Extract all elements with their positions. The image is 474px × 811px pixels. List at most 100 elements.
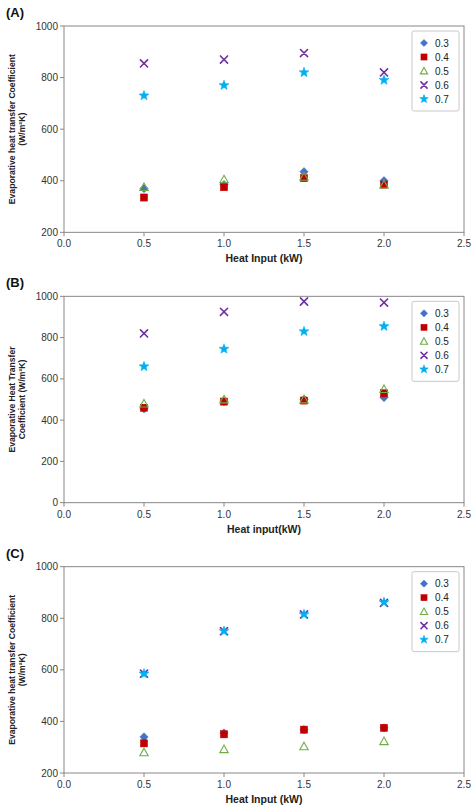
legend-key bbox=[420, 39, 427, 46]
x-tick-label: 0.0 bbox=[57, 509, 71, 520]
point bbox=[299, 67, 309, 77]
x-tick bbox=[144, 232, 145, 236]
point bbox=[380, 724, 387, 731]
point bbox=[220, 731, 227, 738]
y-tick-label: 800 bbox=[41, 72, 58, 83]
y-tick bbox=[60, 502, 64, 503]
point bbox=[140, 330, 147, 337]
y-tick bbox=[60, 296, 64, 297]
legend-key bbox=[421, 82, 427, 88]
series bbox=[140, 390, 387, 412]
series bbox=[140, 599, 387, 677]
point bbox=[300, 725, 308, 733]
x-axis-label: Heat Input (kW) bbox=[226, 793, 303, 805]
x-tick-label: 2.0 bbox=[377, 779, 391, 790]
x-tick bbox=[304, 503, 305, 507]
point bbox=[219, 626, 229, 635]
series bbox=[140, 50, 387, 76]
series bbox=[140, 173, 388, 191]
point bbox=[300, 395, 308, 403]
x-tick bbox=[304, 232, 305, 236]
point bbox=[140, 404, 147, 411]
legend-label: 0.7 bbox=[435, 364, 449, 375]
x-tick-label: 2.0 bbox=[377, 238, 391, 249]
panel-label: (B) bbox=[6, 275, 24, 290]
x-tick-label: 1.0 bbox=[217, 779, 231, 790]
legend-key bbox=[421, 352, 427, 358]
point bbox=[140, 740, 147, 747]
point bbox=[380, 737, 388, 745]
point bbox=[220, 56, 227, 63]
legend-label: 0.5 bbox=[435, 66, 449, 77]
y-axis-label-line: Coefficient (W/m²K) bbox=[17, 360, 27, 440]
y-tick bbox=[60, 129, 64, 130]
point bbox=[380, 390, 387, 397]
legend-key bbox=[420, 580, 427, 587]
series bbox=[140, 724, 388, 741]
y-tick bbox=[60, 773, 64, 774]
legend-label: 0.3 bbox=[435, 38, 449, 49]
x-tick bbox=[304, 773, 305, 777]
plot-area bbox=[64, 26, 464, 232]
point bbox=[140, 399, 148, 407]
figure: 0.00.51.01.52.02.52004006008001000Heat I… bbox=[0, 0, 474, 811]
y-tick bbox=[60, 232, 64, 233]
x-tick bbox=[224, 773, 225, 777]
legend-key bbox=[421, 623, 427, 629]
y-tick-label: 400 bbox=[41, 716, 58, 727]
legend-label: 0.5 bbox=[435, 606, 449, 617]
point bbox=[219, 80, 229, 90]
point bbox=[139, 668, 149, 678]
x-tick bbox=[64, 773, 65, 777]
y-tick bbox=[60, 378, 64, 379]
legend-label: 0.6 bbox=[435, 620, 449, 631]
legend-key bbox=[421, 595, 427, 601]
y-axis-label-line: (W/m²K) bbox=[17, 653, 27, 686]
y-tick-label: 1000 bbox=[36, 561, 59, 572]
x-tick-label: 0.5 bbox=[137, 238, 151, 249]
legend-box bbox=[412, 301, 459, 381]
plot-area bbox=[64, 296, 464, 502]
y-tick-label: 400 bbox=[41, 175, 58, 186]
x-tick-label: 2.0 bbox=[377, 509, 391, 520]
point bbox=[300, 395, 308, 403]
panel-label: (A) bbox=[6, 5, 24, 20]
plot-frame bbox=[64, 567, 464, 773]
series bbox=[140, 175, 387, 201]
y-axis-label: Evaporative heat transfer Coefficient(W/… bbox=[7, 595, 28, 745]
y-tick-label: 200 bbox=[41, 456, 58, 467]
panel: 0.00.51.01.52.02.52004006008001000Heat I… bbox=[6, 5, 471, 264]
point bbox=[220, 184, 227, 191]
y-axis-label: Evaporative Heat TransferCoefficient (W/… bbox=[7, 346, 28, 453]
y-tick-label: 200 bbox=[41, 227, 58, 238]
legend-label: 0.3 bbox=[435, 308, 449, 319]
y-tick bbox=[60, 26, 64, 27]
point bbox=[300, 298, 307, 305]
x-tick-label: 2.5 bbox=[457, 779, 471, 790]
x-axis-label: Heat input(kW) bbox=[227, 523, 301, 535]
y-axis-label-line: Evaporative heat transfer Coefficient bbox=[7, 595, 17, 745]
y-tick bbox=[60, 566, 64, 567]
panel-label: (C) bbox=[6, 546, 24, 561]
series bbox=[140, 298, 387, 337]
legend-label: 0.5 bbox=[435, 336, 449, 347]
legend-key bbox=[420, 338, 427, 344]
point bbox=[220, 729, 228, 737]
point bbox=[299, 609, 309, 619]
legend-label: 0.7 bbox=[435, 634, 449, 645]
x-axis-label: Heat Input (kW) bbox=[226, 252, 303, 264]
x-tick-label: 1.5 bbox=[297, 238, 311, 249]
point bbox=[379, 321, 389, 331]
legend-key bbox=[420, 95, 429, 103]
x-tick bbox=[464, 232, 465, 236]
x-tick-label: 0.0 bbox=[57, 779, 71, 790]
point bbox=[300, 173, 308, 181]
x-tick-label: 0.0 bbox=[57, 238, 71, 249]
x-tick bbox=[224, 232, 225, 236]
x-tick bbox=[144, 773, 145, 777]
legend: 0.30.40.50.60.7 bbox=[412, 301, 459, 381]
legend-label: 0.3 bbox=[435, 578, 449, 589]
point bbox=[220, 395, 228, 403]
point bbox=[380, 181, 387, 188]
marks bbox=[139, 298, 389, 413]
